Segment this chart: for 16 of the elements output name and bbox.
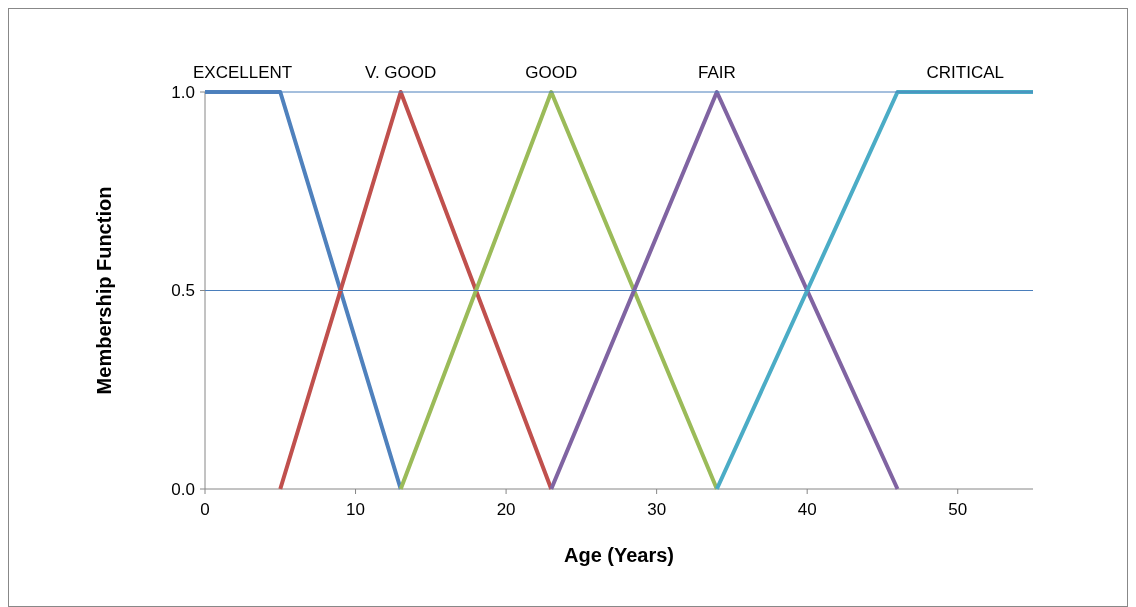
series-label: V. GOOD [365,63,437,82]
x-tick-label: 30 [647,500,667,519]
y-tick-label: 0.0 [171,479,195,499]
x-tick-label: 50 [948,500,968,519]
x-tick-label: 10 [346,500,366,519]
x-axis-title: Age (Years) [563,544,675,566]
x-tick-label: 20 [496,500,516,519]
x-tick-label: 40 [797,500,817,519]
series-label: EXCELLENT [193,63,293,82]
x-tick-label: 0 [200,500,210,519]
y-tick-label: 0.5 [171,281,195,301]
y-axis-title: Membership Function [93,186,115,395]
series-label: CRITICAL [926,63,1004,82]
series-label: GOOD [525,63,578,82]
series-label: FAIR [697,63,736,82]
y-tick-label: 1.0 [171,82,195,102]
